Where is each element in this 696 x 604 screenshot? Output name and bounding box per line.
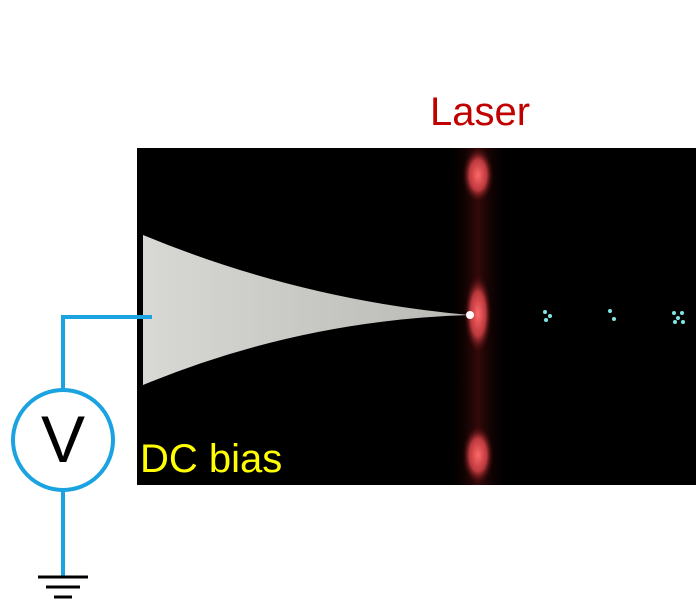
ground-symbol	[38, 577, 88, 597]
tip-apex	[466, 311, 474, 319]
laser-spot	[462, 147, 494, 203]
laser-spot	[462, 425, 494, 485]
page: Laser V DC bias (() => { const data = JS…	[0, 0, 696, 604]
laser-label: Laser	[430, 90, 530, 134]
bias-label: DC bias	[140, 437, 282, 481]
voltage-symbol: V	[41, 402, 85, 476]
diagram: Laser V DC bias	[0, 0, 696, 604]
